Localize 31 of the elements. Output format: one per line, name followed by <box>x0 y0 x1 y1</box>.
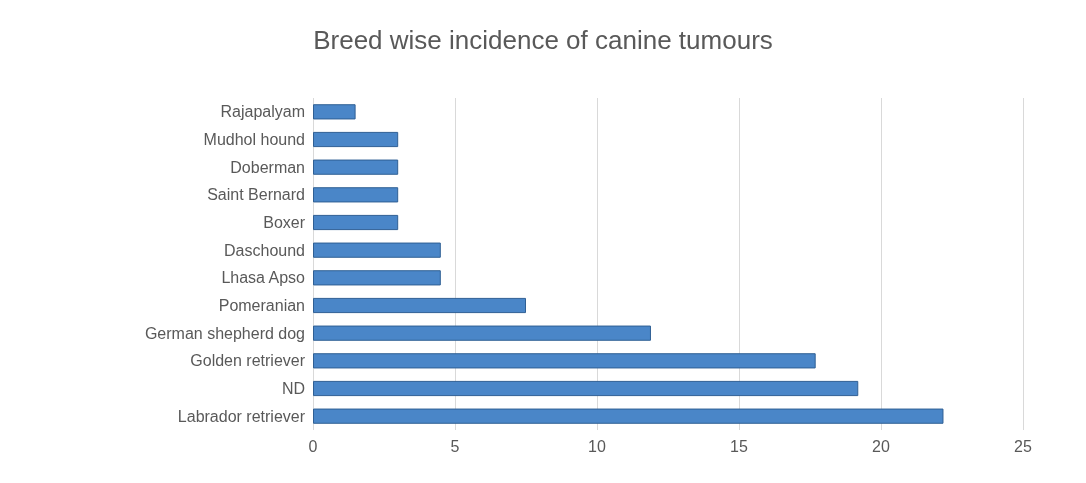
bar <box>313 270 441 286</box>
x-tick-label: 10 <box>588 437 606 455</box>
y-tick-label: Golden retriever <box>190 352 306 370</box>
bar <box>313 131 399 148</box>
bar <box>313 297 526 314</box>
x-tick-label: 25 <box>1014 437 1032 455</box>
y-tick-label: Rajapalyam <box>220 103 305 121</box>
bar <box>313 242 441 258</box>
chart-title: Breed wise incidence of canine tumours <box>313 25 773 55</box>
x-tick-label: 20 <box>872 437 890 455</box>
y-tick-label: Saint Bernard <box>207 186 305 204</box>
y-tick-label: Pomeranian <box>218 297 305 314</box>
x-tick-label: 0 <box>308 437 318 455</box>
y-tick-label: Lhasa Apso <box>221 269 306 287</box>
bar <box>313 408 944 424</box>
y-tick-label: Daschound <box>224 241 305 259</box>
y-tick-label: Boxer <box>263 214 306 231</box>
bar <box>313 159 399 175</box>
y-tick-label: Mudhol hound <box>203 131 305 148</box>
bar <box>313 187 399 203</box>
bar <box>313 325 651 341</box>
bar <box>313 104 356 120</box>
x-tick-label: 5 <box>450 437 460 455</box>
bar <box>313 353 816 369</box>
y-tick-label: Labrador retriever <box>177 407 306 425</box>
y-tick-label: German shepherd dog <box>144 324 305 342</box>
bar <box>313 380 859 397</box>
bar <box>313 214 399 231</box>
y-tick-label: ND <box>281 380 305 397</box>
y-tick-label: Doberman <box>230 158 305 176</box>
x-tick-label: 15 <box>730 437 748 455</box>
